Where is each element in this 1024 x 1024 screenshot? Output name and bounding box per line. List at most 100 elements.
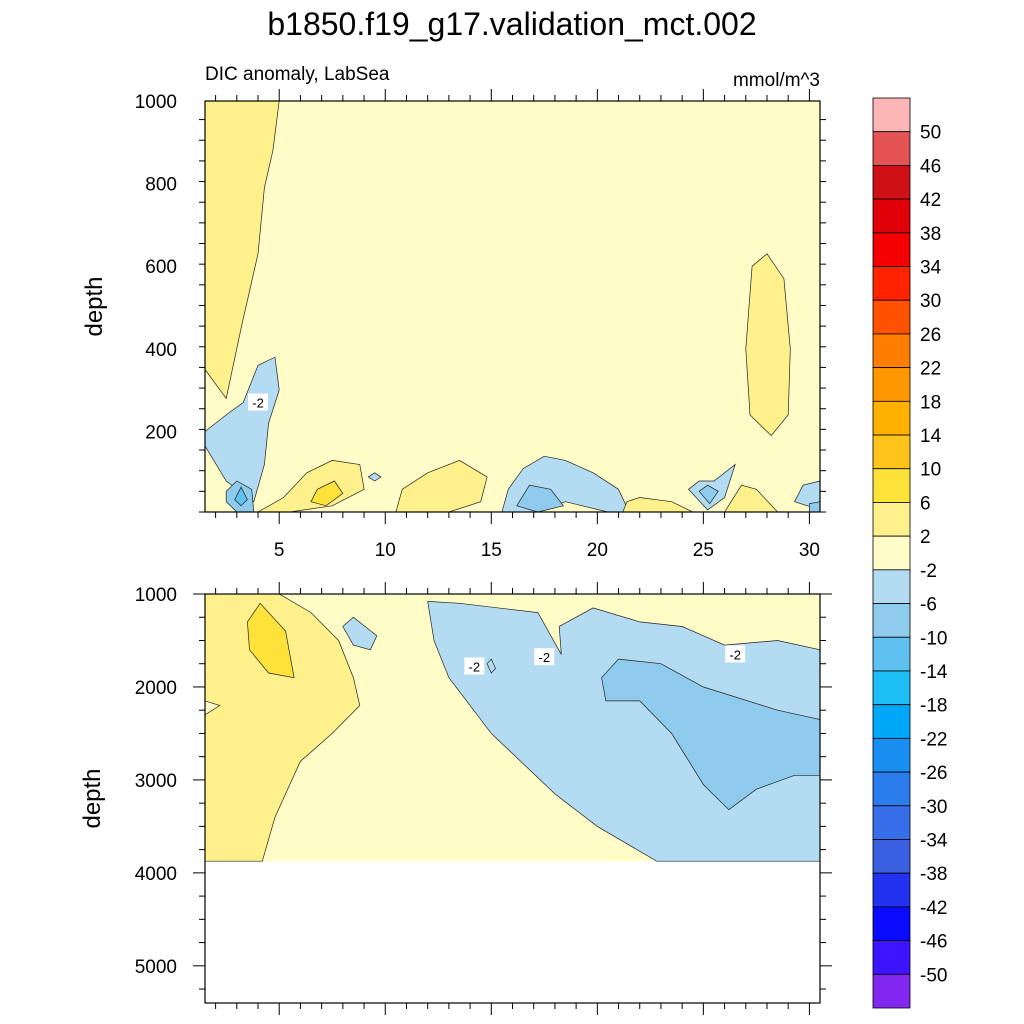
colorbar-swatch xyxy=(872,737,911,773)
colorbar-label: -38 xyxy=(920,864,947,885)
colorbar-label: 42 xyxy=(920,190,941,211)
upper-contour-region xyxy=(234,486,248,507)
upper-x-tick-label: 10 xyxy=(375,540,396,561)
colorbar-label: -26 xyxy=(920,763,947,784)
colorbar-label: 6 xyxy=(920,493,931,514)
colorbar-swatch xyxy=(872,266,911,301)
colorbar-swatch xyxy=(872,232,911,267)
colorbar-swatch xyxy=(872,367,911,402)
colorbar-label: 50 xyxy=(920,123,941,144)
colorbar-label: 26 xyxy=(920,325,941,346)
lower-contour-region xyxy=(342,616,378,651)
colorbar-swatch xyxy=(872,872,911,908)
colorbar-label: -34 xyxy=(920,830,948,851)
upper-contour-region xyxy=(395,460,488,513)
upper-y-axis-label: depth xyxy=(81,276,108,336)
colorbar-label: -22 xyxy=(920,729,947,750)
colorbar-label: 10 xyxy=(920,460,941,481)
upper-y-tick-label: 200 xyxy=(145,422,177,443)
colorbar-label: 14 xyxy=(920,426,942,447)
colorbar-label: -6 xyxy=(920,595,937,616)
colorbar-label: -46 xyxy=(920,932,947,953)
colorbar-swatch xyxy=(872,97,911,133)
upper-y-tick-label: 1000 xyxy=(135,92,177,113)
colorbar-swatch xyxy=(872,299,911,335)
colorbar-swatch xyxy=(872,670,911,706)
colorbar-label: -2 xyxy=(920,561,937,582)
lower-y-tick-label: 4000 xyxy=(135,864,177,885)
figure-title: b1850.f19_g17.validation_mct.002 xyxy=(267,6,756,42)
lower-contour-label-bg xyxy=(534,648,555,666)
upper-contour-label-bg xyxy=(248,393,269,411)
upper-x-tick-label: 5 xyxy=(274,540,285,561)
upper-y-tick-label: 400 xyxy=(145,340,177,361)
colorbar-swatch xyxy=(872,906,911,941)
lower-contour-region xyxy=(247,602,295,679)
colorbar-label: 46 xyxy=(920,156,941,177)
colorbar-swatch xyxy=(872,940,911,975)
colorbar-label: -50 xyxy=(920,965,947,986)
upper-contour-region xyxy=(516,484,565,513)
lower-y-tick-label: 2000 xyxy=(135,678,177,699)
lower-y-tick-label: 5000 xyxy=(135,957,177,978)
colorbar-swatch xyxy=(872,165,911,200)
upper-x-tick-label: 30 xyxy=(799,540,820,561)
colorbar-label: 22 xyxy=(920,359,941,380)
upper-background-field xyxy=(205,101,820,512)
upper-panel: 200 400 600 800 1000 5 10 15 20 25 30 depth -2 xyxy=(81,89,826,561)
upper-contour-region xyxy=(367,472,382,482)
colorbar-swatch xyxy=(872,636,911,672)
colorbar-swatch xyxy=(872,839,911,874)
upper-contour-region xyxy=(809,501,821,513)
lower-contour-label: -2 xyxy=(539,650,551,665)
upper-x-tick-label: 15 xyxy=(481,540,502,561)
colorbar-swatch xyxy=(872,603,911,638)
upper-contour-region xyxy=(256,460,365,513)
upper-contour-region xyxy=(687,463,736,511)
upper-y-tick-label: 600 xyxy=(145,257,177,278)
colorbar-label: 30 xyxy=(920,291,941,312)
colorbar-label: -14 xyxy=(920,662,948,683)
colorbar-swatch xyxy=(872,333,911,369)
colorbar-label: 34 xyxy=(920,258,942,279)
upper-x-tick-label: 20 xyxy=(587,540,608,561)
subtitle-left: DIC anomaly, LabSea xyxy=(205,64,390,85)
colorbar-swatch xyxy=(872,771,911,807)
lower-contour-region xyxy=(204,593,361,862)
colorbar-label: -42 xyxy=(920,898,947,919)
colorbar-swatch xyxy=(872,502,911,537)
upper-x-tick-label: 25 xyxy=(693,540,714,561)
colorbar-swatch xyxy=(872,535,911,571)
lower-contour-region xyxy=(601,658,821,811)
colorbar-label: -30 xyxy=(920,797,947,818)
lower-contour-label: -2 xyxy=(729,647,741,662)
colorbar-label: -10 xyxy=(920,628,947,649)
colorbar-swatch xyxy=(872,400,911,436)
upper-contour-region xyxy=(745,253,791,437)
upper-y-tick-label: 800 xyxy=(145,175,177,196)
lower-contour-label-bg xyxy=(464,657,485,675)
subtitle-right: mmol/m^3 xyxy=(733,70,820,91)
colorbar-label: 18 xyxy=(920,392,941,413)
colorbar-swatch xyxy=(872,198,911,234)
upper-contour-region xyxy=(698,484,719,505)
colorbar-label: -18 xyxy=(920,696,947,717)
lower-y-axis-label: depth xyxy=(79,768,106,828)
colorbar-label: 2 xyxy=(920,527,931,548)
colorbar: 50 46 42 38 34 30 26 22 18 14 10 6 2 -2 -6 -10 -14 -18 -22… xyxy=(872,97,948,1009)
lower-panel: 1000 2000 3000 4000 5000 depth -2 -2 -2 xyxy=(79,582,832,1015)
colorbar-swatch xyxy=(872,569,911,604)
lower-y-tick-label: 3000 xyxy=(135,771,177,792)
colorbar-swatch xyxy=(872,434,911,470)
lower-y-tick-label: 1000 xyxy=(135,585,177,606)
lower-contour-label-bg xyxy=(725,645,746,663)
colorbar-swatch xyxy=(872,704,911,739)
colorbar-swatch xyxy=(872,468,911,503)
colorbar-swatch xyxy=(872,131,911,166)
lower-contour-label: -2 xyxy=(469,660,481,675)
lower-contour-region xyxy=(486,658,496,674)
colorbar-swatch xyxy=(872,805,911,840)
upper-contour-region xyxy=(310,480,344,507)
colorbar-label: 38 xyxy=(920,224,941,245)
